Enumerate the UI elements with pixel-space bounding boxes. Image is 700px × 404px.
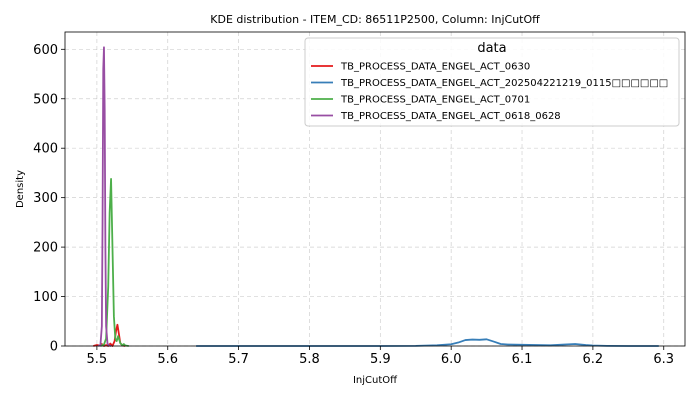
y-axis-label: Density <box>15 170 26 208</box>
x-tick-label: 6.3 <box>653 352 674 367</box>
legend-title: data <box>477 41 506 56</box>
x-tick-label: 6.0 <box>441 352 462 367</box>
x-tick-label: 6.2 <box>583 352 604 367</box>
plot-border <box>64 31 686 347</box>
y-tick-label: 100 <box>33 290 58 305</box>
x-tick-label: 5.5 <box>87 352 108 367</box>
x-tick-label: 6.1 <box>512 352 533 367</box>
y-tick-label: 500 <box>33 92 58 107</box>
x-tick-label: 5.8 <box>299 352 320 367</box>
y-tick-label: 300 <box>33 191 58 206</box>
x-tick-label: 5.7 <box>228 352 249 367</box>
legend-label-2: TB_PROCESS_DATA_ENGEL_ACT_202504221219_0… <box>340 78 668 89</box>
x-axis-label: InjCutOff <box>353 375 398 386</box>
series-line-4 <box>97 46 112 347</box>
series-line-3 <box>100 177 129 347</box>
x-tick-label: 5.9 <box>370 352 391 367</box>
y-tick-label: 200 <box>33 241 58 256</box>
legend-label-1: TB_PROCESS_DATA_ENGEL_ACT_0630 <box>340 62 530 73</box>
axes: 5.5 5.6 5.7 5.8 5.9 6.0 6.1 6.2 6.3 0 100 200 300 400… <box>33 43 674 367</box>
legend-box <box>304 37 680 127</box>
y-tick-label: 400 <box>33 142 58 157</box>
legend-label-4: TB_PROCESS_DATA_ENGEL_ACT_0618_0628 <box>340 111 561 122</box>
x-tick-label: 5.6 <box>157 352 178 367</box>
chart-title: KDE distribution - ITEM_CD: 86511P2500, … <box>210 13 540 26</box>
y-tick-label: 600 <box>33 43 58 58</box>
series-curves <box>93 46 659 347</box>
legend-label-3: TB_PROCESS_DATA_ENGEL_ACT_0701 <box>340 95 530 106</box>
y-tick-label: 0 <box>50 340 58 355</box>
legend-entries: TB_PROCESS_DATA_ENGEL_ACT_0630 TB_PROCESS… <box>311 62 668 122</box>
legend: data TB_PROCESS_DATA_ENGEL_ACT_0630TB_PR… <box>304 37 680 127</box>
